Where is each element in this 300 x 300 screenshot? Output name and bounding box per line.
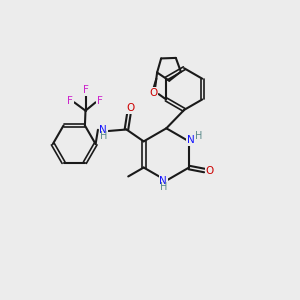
- Text: H: H: [195, 131, 202, 141]
- Text: N: N: [187, 135, 194, 145]
- Text: N: N: [99, 125, 107, 135]
- Text: O: O: [126, 103, 134, 113]
- Text: F: F: [67, 96, 73, 106]
- Text: H: H: [100, 131, 107, 141]
- Text: H: H: [160, 182, 168, 192]
- Text: O: O: [149, 88, 158, 98]
- Text: N: N: [160, 176, 167, 186]
- Text: F: F: [82, 85, 88, 95]
- Text: F: F: [97, 96, 103, 106]
- Text: O: O: [206, 166, 214, 176]
